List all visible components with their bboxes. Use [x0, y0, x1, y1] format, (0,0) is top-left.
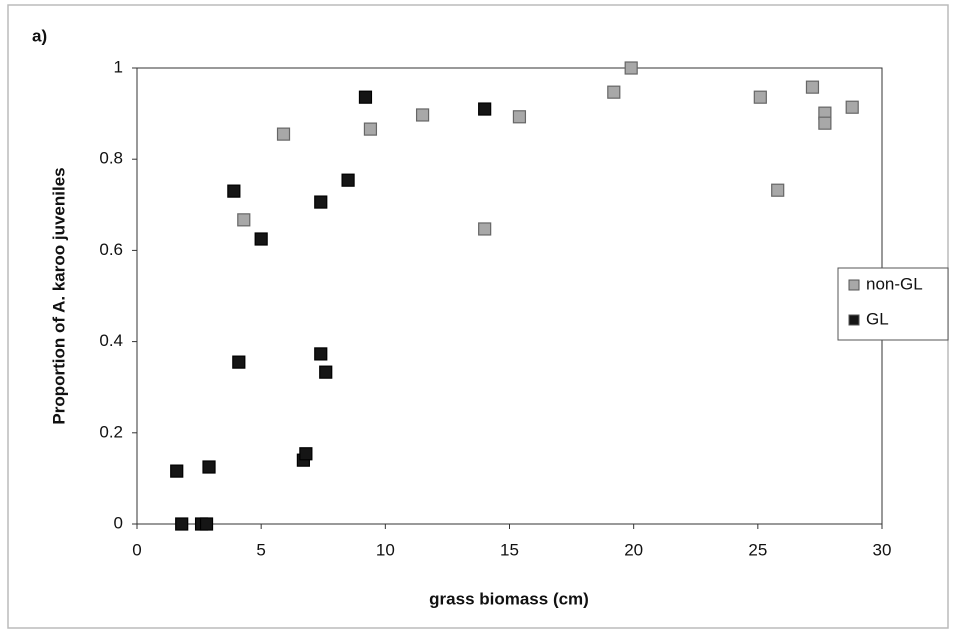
x-tick-label: 20	[624, 540, 643, 559]
marker	[818, 116, 832, 130]
x-tick-label: 25	[748, 540, 767, 559]
marker	[276, 127, 291, 141]
marker	[314, 195, 328, 209]
chart-frame	[7, 4, 949, 629]
y-tick-label: 0	[114, 513, 123, 532]
legend-label: non-GL	[866, 274, 923, 293]
marker	[771, 183, 785, 197]
marker	[805, 80, 820, 94]
marker	[415, 108, 430, 122]
marker	[512, 110, 527, 124]
marker	[202, 460, 216, 474]
x-axis-label: grass biomass (cm)	[429, 589, 589, 608]
marker	[319, 365, 333, 379]
marker	[845, 100, 859, 114]
marker	[237, 213, 251, 227]
marker	[199, 517, 214, 531]
x-tick-label: 5	[256, 540, 265, 559]
marker	[232, 355, 246, 369]
legend-swatch	[848, 314, 860, 326]
x-tick-label: 30	[873, 540, 892, 559]
marker	[341, 173, 355, 187]
y-tick-label: 0.4	[99, 331, 123, 350]
marker	[363, 122, 378, 136]
legend-swatch	[848, 279, 860, 291]
legend-label: GL	[866, 309, 889, 328]
y-tick-label: 1	[114, 57, 123, 76]
marker	[254, 232, 268, 246]
marker	[607, 85, 621, 99]
x-tick-label: 0	[132, 540, 141, 559]
marker	[624, 61, 638, 75]
panel-label: a)	[32, 26, 47, 45]
marker	[358, 90, 373, 104]
marker	[299, 447, 313, 461]
marker	[170, 464, 184, 478]
y-tick-label: 0.2	[99, 422, 123, 441]
marker	[175, 517, 189, 531]
marker	[478, 222, 492, 236]
marker	[227, 184, 241, 198]
marker	[753, 90, 767, 104]
y-tick-label: 0.6	[99, 240, 123, 259]
marker	[314, 347, 328, 361]
legend-box	[837, 267, 949, 341]
x-tick-label: 15	[500, 540, 519, 559]
x-tick-label: 10	[376, 540, 395, 559]
y-tick-label: 0.8	[99, 149, 123, 168]
y-axis-label: Proportion of A. karoo juveniles	[49, 167, 68, 424]
marker	[478, 102, 492, 116]
